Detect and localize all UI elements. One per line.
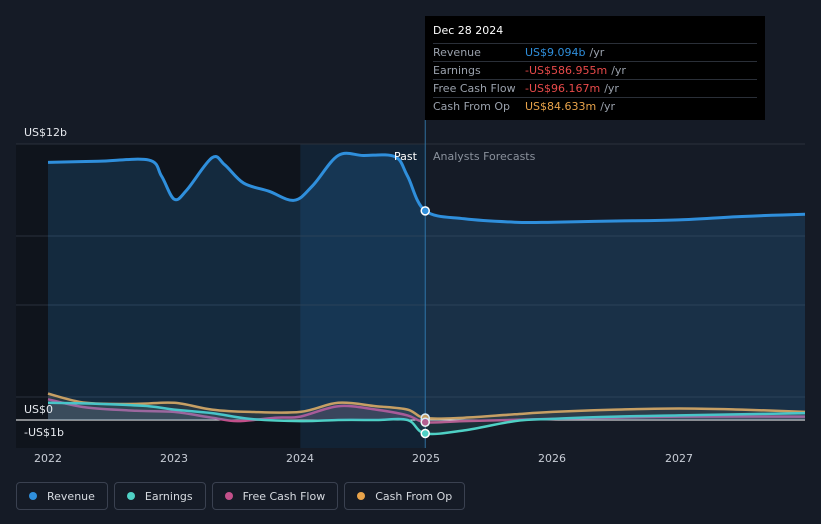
x-tick-2023: 2023: [160, 452, 188, 465]
free-cash-flow-dot-icon: [224, 492, 233, 500]
legend-item-revenue[interactable]: Revenue: [16, 482, 108, 510]
revenue-dot-icon: [29, 492, 37, 500]
legend-label: Earnings: [144, 489, 193, 503]
past-label: Past: [394, 150, 417, 163]
legend-label: Free Cash Flow: [242, 489, 326, 503]
tooltip-row-cash-from-op: Cash From Op US$84.633m /yr: [433, 97, 757, 115]
tooltip-unit: /yr: [604, 82, 619, 95]
x-tick-2022: 2022: [34, 452, 62, 465]
x-tick-2025: 2025: [412, 452, 440, 465]
revenue-area: [48, 153, 805, 420]
tooltip-label: Free Cash Flow: [433, 82, 516, 95]
tooltip-value: US$84.633m: [525, 100, 597, 113]
tooltip-row-earnings: Earnings -US$586.955m /yr: [433, 61, 757, 79]
tooltip-unit: /yr: [600, 100, 615, 113]
tooltip-label: Revenue: [433, 46, 481, 59]
legend: Revenue Earnings Free Cash Flow Cash Fro…: [16, 482, 466, 510]
tooltip-value: -US$586.955m: [525, 64, 608, 77]
y-tick-bottom: -US$1b: [24, 426, 64, 439]
tooltip-value: US$9.094b: [525, 46, 586, 59]
legend-label: Cash From Op: [375, 489, 453, 503]
earnings-line: [47, 401, 806, 436]
tooltip-unit: /yr: [611, 64, 626, 77]
tooltip-row-revenue: Revenue US$9.094b /yr: [433, 43, 757, 61]
revenue-marker: [420, 206, 430, 216]
x-tick-2026: 2026: [538, 452, 566, 465]
revenue-line: [47, 151, 806, 225]
forecast-label: Analysts Forecasts: [433, 150, 536, 163]
cash-from-op-line: [47, 392, 806, 420]
earnings-marker: [420, 428, 430, 439]
earnings-dot-icon: [126, 492, 135, 500]
tooltip-row-free-cash-flow: Free Cash Flow -US$96.167m /yr: [433, 79, 757, 97]
y-tick-zero: US$0: [24, 403, 54, 416]
cash-from-op-dot-icon: [357, 492, 366, 500]
legend-item-cash-from-op[interactable]: Cash From Op: [344, 482, 466, 510]
tooltip-label: Earnings: [433, 64, 481, 77]
tooltip-label: Cash From Op: [433, 100, 511, 113]
legend-label: Revenue: [47, 489, 95, 503]
tooltip-value: -US$96.167m: [525, 82, 601, 95]
x-tick-2024: 2024: [286, 452, 314, 465]
tooltip-unit: /yr: [589, 46, 605, 59]
tooltip: Dec 28 2024 Revenue US$9.094b /yr Earnin…: [425, 16, 765, 120]
x-tick-2027: 2027: [665, 452, 693, 465]
cash-from-op-area: [48, 393, 805, 420]
y-tick-top: US$12b: [24, 126, 68, 139]
tooltip-date: Dec 28 2024: [433, 24, 504, 37]
free-cash-flow-marker: [420, 417, 430, 427]
legend-item-free-cash-flow[interactable]: Free Cash Flow: [211, 482, 339, 510]
legend-item-earnings[interactable]: Earnings: [113, 482, 206, 510]
